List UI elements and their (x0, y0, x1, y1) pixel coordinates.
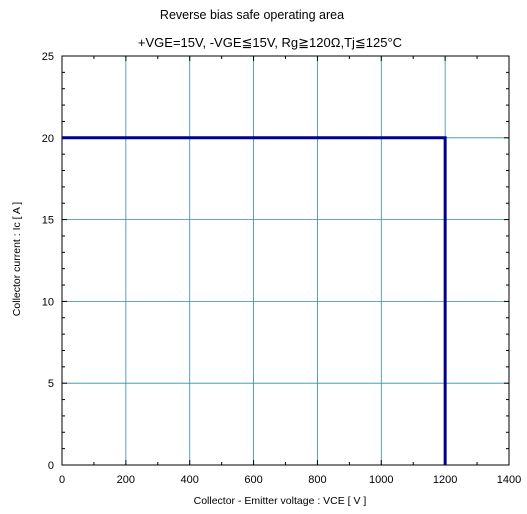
x-tick-label: 200 (117, 474, 135, 486)
tick-labels: 0 200 400 600 800 1000 1200 1400 0 5 10 15 20 25 (42, 51, 521, 486)
x-tick-label: 0 (59, 474, 65, 486)
x-tick-label: 1400 (497, 474, 521, 486)
y-tick-label: 20 (42, 133, 54, 145)
axis-ticks (61, 55, 510, 466)
x-tick-label: 600 (244, 474, 262, 486)
y-tick-label: 15 (42, 215, 54, 227)
plot-frame (61, 55, 510, 466)
x-axis-label: Collector - Emitter voltage : VCE [ V ] (194, 495, 367, 507)
x-tick-label: 1200 (433, 474, 457, 486)
x-tick-label: 1000 (369, 474, 393, 486)
y-tick-label: 25 (42, 51, 54, 63)
x-tick-label: 400 (181, 474, 199, 486)
grid-lines (62, 56, 509, 465)
series-layer (62, 136, 447, 465)
y-axis-label: Collector current : Ic [ A ] (11, 202, 23, 316)
rbsoa-boundary-line (62, 136, 447, 465)
chart-title: Reverse bias safe operating area (160, 8, 344, 22)
y-tick-label: 5 (48, 378, 54, 390)
chart-subtitle: +VGE=15V, -VGE≦15V, Rg≧120Ω,Tj≦125°C (138, 35, 402, 50)
y-tick-label: 10 (42, 296, 54, 308)
x-tick-label: 800 (308, 474, 326, 486)
y-tick-label: 0 (48, 460, 54, 472)
